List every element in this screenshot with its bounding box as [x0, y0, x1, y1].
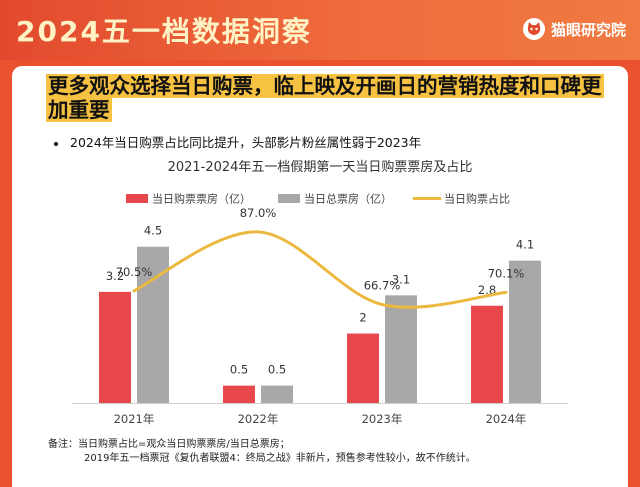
headline: 更多观众选择当日购票，临上映及开画日的营销热度和口碑更加重要 — [46, 74, 611, 122]
footnote: 备注：当日购票占比=观众当日购票票房/当日总票房； 2019年五一档票冠《复仇者… — [48, 438, 476, 466]
page-title: 2024五一档数据洞察 — [16, 15, 312, 48]
brand-name: 猫眼研究院 — [550, 20, 626, 39]
bullet-text: 2024年当日购票占比同比提升，头部影片粉丝属性弱于2023年 — [70, 135, 422, 150]
bullet-point: 2024年当日购票占比同比提升，头部影片粉丝属性弱于2023年 — [54, 132, 421, 151]
footnote-line-2: 2019年五一档票冠《复仇者联盟4：终局之战》非新片，预售参考性较小，故不作统计… — [84, 453, 476, 464]
header-banner: 2024五一档数据洞察 猫眼研究院 — [0, 0, 640, 60]
brand: 猫眼研究院 — [522, 18, 626, 40]
bullet-dot-icon — [54, 141, 58, 146]
headline-text: 更多观众选择当日购票，临上映及开画日的营销热度和口碑更加重要 — [46, 74, 604, 122]
content-card — [12, 66, 628, 487]
cat-face-icon — [522, 18, 545, 40]
footnote-line-1: 备注：当日购票占比=观众当日购票票房/当日总票房； — [48, 439, 290, 450]
